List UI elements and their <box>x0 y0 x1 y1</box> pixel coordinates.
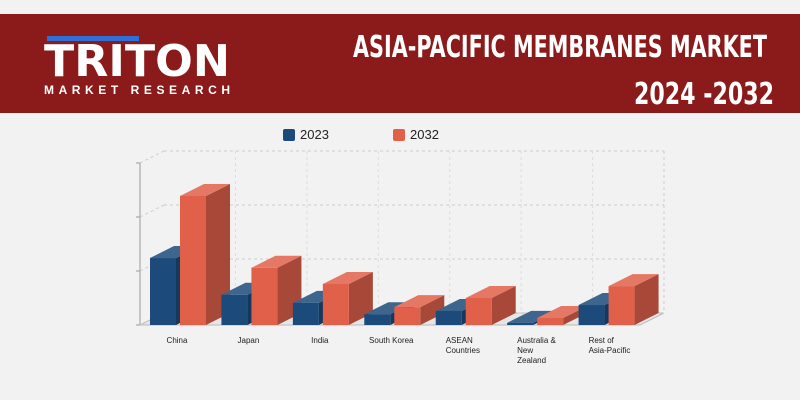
bar <box>608 274 659 325</box>
logo-accent <box>47 36 139 41</box>
legend-swatch <box>283 129 295 141</box>
bar-top <box>394 295 445 308</box>
bar <box>465 286 516 325</box>
bar-top <box>537 305 588 318</box>
bar-front <box>364 314 391 325</box>
bar-side <box>420 295 445 325</box>
bar-top <box>507 310 558 323</box>
bar-front <box>292 302 319 325</box>
bar-side <box>348 271 373 325</box>
x-tick-label: Rest of Asia-Pacific <box>588 336 631 355</box>
bar-front <box>507 322 534 325</box>
bar-front <box>435 310 462 325</box>
title: ASIA-PACIFIC MEMBRANES MARKET <box>353 30 767 65</box>
bar-front <box>537 317 564 325</box>
bar-front <box>322 283 349 325</box>
grid-side <box>139 150 165 164</box>
bar <box>322 271 373 325</box>
legend-swatch <box>393 129 405 141</box>
bar-side <box>206 183 230 325</box>
header-band <box>0 14 800 113</box>
x-tick-label: India <box>311 336 329 345</box>
x-tick-label: ASEAN Countries <box>445 336 480 355</box>
bar <box>180 183 230 325</box>
bar-front <box>251 267 278 325</box>
bar-top <box>322 271 373 284</box>
legend-label: 2023 <box>300 127 329 142</box>
bar-top <box>251 255 302 268</box>
x-tick-label: Japan <box>237 336 260 345</box>
x-tick-label: China <box>166 336 188 345</box>
bar-front <box>608 286 635 325</box>
bar-side <box>634 274 659 325</box>
bar-front <box>465 298 492 325</box>
bar-top <box>465 286 516 298</box>
bar <box>394 295 445 325</box>
grid-side <box>139 204 165 218</box>
x-tick-label: Australia & New Zealand <box>517 336 556 365</box>
bar-front <box>394 307 421 325</box>
bar-side <box>491 286 516 325</box>
bar-top <box>608 274 659 287</box>
bar-front <box>221 294 248 325</box>
bar-top <box>180 183 230 196</box>
bar-front <box>578 305 605 325</box>
bar-front <box>150 258 176 325</box>
logo-tagline: MARKET RESEARCH <box>44 83 230 97</box>
logo-name: TRITON <box>44 36 230 87</box>
bar-front <box>180 195 206 325</box>
period: 2024 -2032 <box>634 77 774 112</box>
x-tick-label: South Korea <box>369 336 414 345</box>
legend-label: 2032 <box>410 127 439 142</box>
bar <box>251 255 302 325</box>
